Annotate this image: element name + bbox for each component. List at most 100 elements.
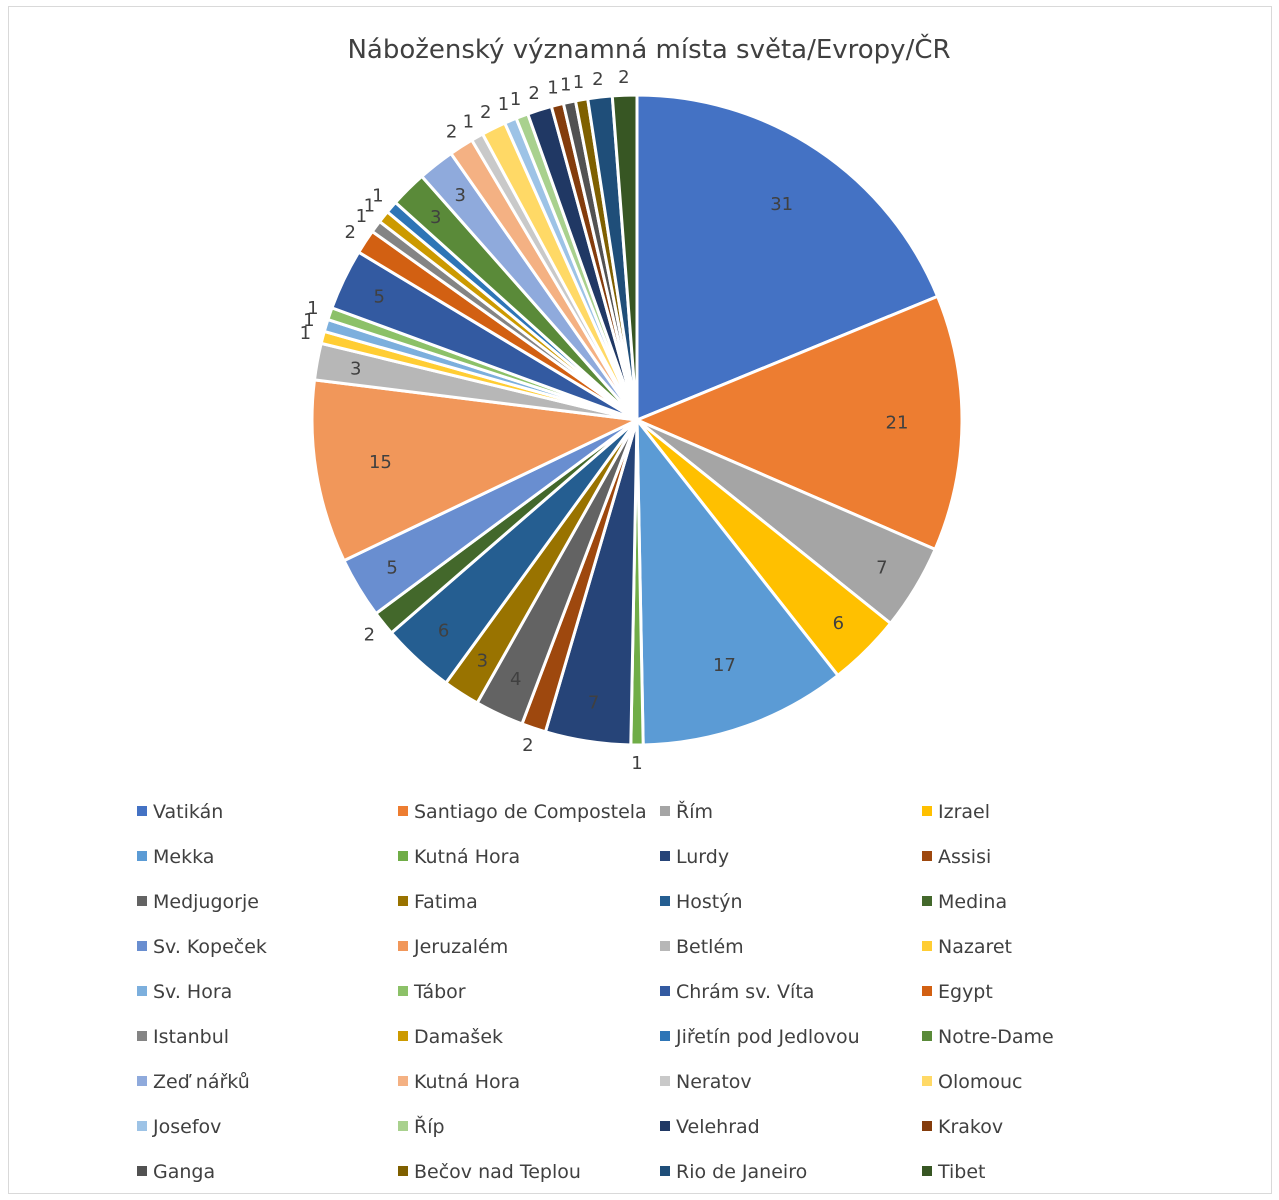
legend-label: Egypt: [938, 981, 993, 1003]
legend-label: Kutná Hora: [414, 846, 520, 868]
legend: Vatikán Santiago de Compostela Řím Izrael Me…: [137, 800, 1054, 1183]
legend-label: Fatima: [414, 891, 478, 913]
legend-swatch: [660, 941, 670, 951]
data-label-8: 2: [522, 735, 533, 756]
legend-swatch: [137, 941, 147, 951]
legend-label: Řím: [676, 800, 713, 823]
legend-item-18-tabor: Tábor: [398, 981, 466, 1003]
data-label-12: 2: [364, 625, 375, 646]
legend-item-8-assisi: Assisi: [922, 846, 991, 868]
data-label-14: 15: [369, 452, 392, 473]
legend-swatch: [922, 896, 932, 906]
legend-item-9-medjugorje: Medjugorje: [137, 891, 259, 913]
legend-item-28-olomouc: Olomouc: [922, 1071, 1022, 1093]
legend-swatch: [922, 1031, 932, 1041]
legend-item-23-jiretin-pod-jedlovou: Jiřetín pod Jedlovou: [660, 1026, 860, 1048]
legend-item-10-fatima: Fatima: [398, 891, 478, 913]
data-label-2: 21: [886, 413, 909, 434]
data-label-3: 7: [876, 558, 887, 579]
legend-label: Medjugorje: [153, 891, 259, 913]
legend-label: Neratov: [676, 1071, 752, 1093]
legend-item-19-chram-sv-vita: Chrám sv. Víta: [660, 981, 814, 1003]
legend-label: Sv. Hora: [153, 981, 232, 1003]
pie-slice-1-vatikan: [635, 93, 940, 422]
legend-item-25-zed-narku: Zeď nářků: [137, 1071, 250, 1093]
legend-item-1-vatikan: Vatikán: [137, 801, 223, 823]
data-label-33: 1: [560, 75, 571, 96]
legend-label: Mekka: [153, 846, 214, 868]
data-label-32: 1: [547, 78, 558, 99]
legend-swatch: [398, 1166, 408, 1176]
legend-item-29-josefov: Josefov: [137, 1116, 221, 1138]
legend-label: Kutná Hora: [414, 1071, 520, 1093]
legend-label: Lurdy: [676, 846, 729, 868]
legend-swatch: [398, 986, 408, 996]
data-label-5: 17: [713, 655, 736, 676]
chart-title: Náboženský významná místa světa/Evropy/Č…: [347, 33, 950, 65]
data-label-20: 2: [344, 222, 355, 243]
legend-label: Velehrad: [676, 1116, 760, 1138]
data-label-36: 2: [618, 67, 629, 88]
legend-item-7-lurdy: Lurdy: [660, 846, 729, 868]
legend-label: Krakov: [938, 1116, 1003, 1138]
legend-item-15-betlem: Betlém: [660, 936, 744, 958]
legend-label: Betlém: [676, 936, 744, 958]
legend-label: Chrám sv. Víta: [676, 981, 814, 1003]
data-label-1: 31: [770, 194, 793, 215]
legend-swatch: [398, 1031, 408, 1041]
legend-swatch: [137, 851, 147, 861]
legend-item-5-mekka: Mekka: [137, 846, 214, 868]
legend-swatch: [398, 851, 408, 861]
legend-label: Santiago de Compostela: [414, 801, 647, 823]
data-label-13: 5: [386, 558, 397, 579]
pie-slice-2-santiago-de-compostela: [635, 294, 964, 551]
legend-swatch: [922, 1076, 932, 1086]
data-label-4: 6: [833, 613, 844, 634]
legend-swatch: [922, 986, 932, 996]
legend-item-17-sv-hora: Sv. Hora: [137, 981, 232, 1003]
legend-swatch: [922, 1121, 932, 1131]
pie-slice-14-jeruzalem: [310, 378, 639, 563]
data-label-27: 1: [463, 111, 474, 132]
legend-label: Jiřetín pod Jedlovou: [675, 1026, 860, 1048]
data-label-34: 1: [573, 72, 584, 93]
legend-label: Assisi: [938, 846, 991, 868]
data-label-10: 3: [477, 651, 488, 672]
legend-item-36-tibet: Tibet: [922, 1161, 986, 1183]
legend-label: Sv. Kopeček: [153, 936, 267, 958]
legend-swatch: [137, 896, 147, 906]
legend-swatch: [660, 1031, 670, 1041]
legend-swatch: [137, 1031, 147, 1041]
legend-swatch: [398, 1076, 408, 1086]
legend-label: Hostýn: [676, 891, 743, 913]
data-label-35: 2: [592, 69, 603, 90]
legend-item-34-becov-nad-teplou: Bečov nad Teplou: [398, 1161, 581, 1183]
legend-swatch: [398, 941, 408, 951]
data-label-29: 1: [498, 94, 509, 115]
legend-item-27-neratov: Neratov: [660, 1071, 752, 1093]
legend-swatch: [660, 1166, 670, 1176]
legend-item-26-kutna-hora: Kutná Hora: [398, 1071, 520, 1093]
data-label-19: 5: [373, 286, 384, 307]
legend-item-30-rip: Říp: [398, 1115, 445, 1138]
data-label-28: 2: [480, 102, 491, 123]
legend-label: Jeruzalém: [413, 936, 508, 958]
legend-swatch: [398, 806, 408, 816]
data-label-11: 6: [438, 621, 449, 642]
legend-swatch: [137, 806, 147, 816]
legend-swatch: [660, 1076, 670, 1086]
legend-label: Říp: [414, 1115, 445, 1138]
legend-label: Ganga: [153, 1161, 215, 1183]
legend-label: Nazaret: [938, 936, 1012, 958]
legend-item-11-hostyn: Hostýn: [660, 891, 743, 913]
legend-item-13-sv-kopecek: Sv. Kopeček: [137, 936, 267, 958]
legend-label: Medina: [938, 891, 1007, 913]
legend-item-21-istanbul: Istanbul: [137, 1026, 229, 1048]
legend-item-12-medina: Medina: [922, 891, 1007, 913]
legend-swatch: [398, 1121, 408, 1131]
data-label-31: 2: [528, 83, 539, 104]
data-label-30: 1: [510, 89, 521, 110]
legend-swatch: [660, 986, 670, 996]
